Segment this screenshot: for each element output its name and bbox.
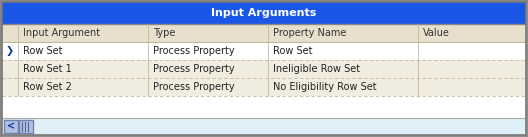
Text: Row Set 1: Row Set 1 xyxy=(23,64,72,74)
Bar xyxy=(2,2,526,24)
Text: ❯: ❯ xyxy=(6,46,14,56)
Bar xyxy=(2,24,526,42)
Text: Property Name: Property Name xyxy=(273,28,346,38)
Bar xyxy=(2,60,526,78)
Text: Row Set: Row Set xyxy=(273,46,313,56)
Bar xyxy=(4,120,18,133)
Bar xyxy=(2,24,526,118)
Text: <: < xyxy=(7,122,15,132)
Text: Row Set: Row Set xyxy=(23,46,62,56)
Text: Input Arguments: Input Arguments xyxy=(211,8,317,18)
Bar xyxy=(2,42,526,60)
Text: No Eligibility Row Set: No Eligibility Row Set xyxy=(273,82,376,92)
Text: Process Property: Process Property xyxy=(153,64,234,74)
Text: Value: Value xyxy=(423,28,450,38)
Bar xyxy=(2,118,526,135)
Text: Input Argument: Input Argument xyxy=(23,28,100,38)
Text: Row Set 2: Row Set 2 xyxy=(23,82,72,92)
Bar xyxy=(2,78,526,96)
Text: Type: Type xyxy=(153,28,175,38)
Bar xyxy=(19,120,33,133)
Text: Process Property: Process Property xyxy=(153,46,234,56)
Text: Process Property: Process Property xyxy=(153,82,234,92)
Text: Ineligible Row Set: Ineligible Row Set xyxy=(273,64,360,74)
